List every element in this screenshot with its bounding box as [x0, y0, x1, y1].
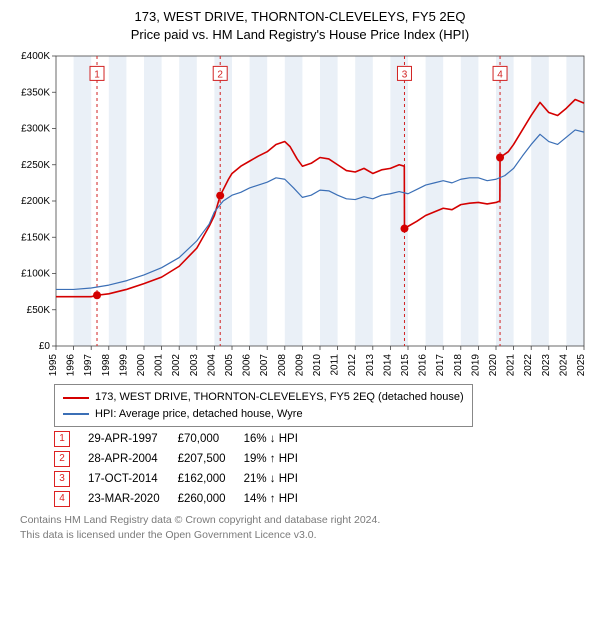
svg-text:2: 2: [217, 70, 223, 81]
event-date: 29-APR-1997: [88, 429, 178, 449]
footer-attribution: Contains HM Land Registry data © Crown c…: [20, 513, 590, 541]
svg-text:2009: 2009: [294, 354, 305, 377]
legend-label: 173, WEST DRIVE, THORNTON-CLEVELEYS, FY5…: [95, 389, 464, 406]
svg-text:2010: 2010: [312, 354, 323, 377]
event-marker: 2: [54, 451, 70, 467]
event-price: £207,500: [178, 449, 244, 469]
svg-text:2016: 2016: [418, 354, 429, 377]
chart-svg: £0 £50K £100K £150K £200K £250K £300K £350K £400…: [10, 50, 590, 380]
footer-line-2: This data is licensed under the Open Gov…: [20, 528, 590, 542]
page-title: 173, WEST DRIVE, THORNTON-CLEVELEYS, FY5…: [10, 8, 590, 26]
svg-text:1: 1: [94, 70, 100, 81]
svg-text:2020: 2020: [488, 354, 499, 377]
svg-text:2012: 2012: [347, 354, 358, 377]
event-marker-cell: 3: [54, 469, 88, 489]
event-delta: 14% ↑ HPI: [244, 489, 316, 509]
svg-text:£250K: £250K: [21, 160, 50, 171]
legend-item: 173, WEST DRIVE, THORNTON-CLEVELEYS, FY5…: [63, 389, 464, 406]
svg-text:2015: 2015: [400, 354, 411, 377]
event-date: 23-MAR-2020: [88, 489, 178, 509]
legend-item: HPI: Average price, detached house, Wyre: [63, 406, 464, 423]
svg-text:2013: 2013: [365, 354, 376, 377]
svg-text:4: 4: [497, 70, 503, 81]
svg-text:2022: 2022: [523, 354, 534, 377]
svg-text:1996: 1996: [66, 354, 77, 377]
svg-text:2008: 2008: [277, 354, 288, 377]
legend-swatch: [63, 397, 89, 399]
svg-text:2014: 2014: [382, 354, 393, 377]
event-marker-cell: 4: [54, 489, 88, 509]
svg-text:2007: 2007: [259, 354, 270, 377]
event-marker: 4: [54, 491, 70, 507]
svg-text:2024: 2024: [558, 354, 569, 377]
event-price: £162,000: [178, 469, 244, 489]
svg-text:£0: £0: [39, 341, 51, 352]
svg-text:2003: 2003: [189, 354, 200, 377]
event-delta: 16% ↓ HPI: [244, 429, 316, 449]
svg-text:2000: 2000: [136, 354, 147, 377]
legend: 173, WEST DRIVE, THORNTON-CLEVELEYS, FY5…: [54, 384, 473, 427]
event-row: 3 17-OCT-2014£162,00021% ↓ HPI: [54, 469, 316, 489]
svg-text:£400K: £400K: [21, 51, 50, 62]
svg-text:1997: 1997: [83, 354, 94, 377]
svg-text:2004: 2004: [206, 354, 217, 377]
svg-text:£350K: £350K: [21, 88, 50, 99]
svg-text:2019: 2019: [470, 354, 481, 377]
event-price: £70,000: [178, 429, 244, 449]
event-row: 1 29-APR-1997£70,00016% ↓ HPI: [54, 429, 316, 449]
svg-text:2006: 2006: [242, 354, 253, 377]
svg-text:1995: 1995: [48, 354, 59, 377]
svg-text:£300K: £300K: [21, 124, 50, 135]
footer-line-1: Contains HM Land Registry data © Crown c…: [20, 513, 590, 527]
legend-swatch: [63, 413, 89, 415]
svg-text:2023: 2023: [541, 354, 552, 377]
svg-text:1999: 1999: [118, 354, 129, 377]
events-table: 1 29-APR-1997£70,00016% ↓ HPI 2 28-APR-2004…: [54, 429, 590, 509]
svg-text:2002: 2002: [171, 354, 182, 377]
svg-text:3: 3: [402, 70, 408, 81]
event-marker: 3: [54, 471, 70, 487]
event-marker-cell: 2: [54, 449, 88, 469]
price-chart: £0 £50K £100K £150K £200K £250K £300K £350K £400…: [10, 50, 590, 380]
event-marker: 1: [54, 431, 70, 447]
event-date: 17-OCT-2014: [88, 469, 178, 489]
svg-text:2001: 2001: [154, 354, 165, 377]
event-row: 4 23-MAR-2020£260,00014% ↑ HPI: [54, 489, 316, 509]
svg-text:£50K: £50K: [27, 305, 51, 316]
svg-text:2025: 2025: [576, 354, 587, 377]
page-subtitle: Price paid vs. HM Land Registry's House …: [10, 26, 590, 44]
svg-text:2018: 2018: [453, 354, 464, 377]
svg-text:2005: 2005: [224, 354, 235, 377]
svg-text:2021: 2021: [506, 354, 517, 377]
svg-text:£150K: £150K: [21, 233, 50, 244]
svg-text:2011: 2011: [330, 354, 341, 376]
svg-text:£100K: £100K: [21, 269, 50, 280]
event-price: £260,000: [178, 489, 244, 509]
event-marker-cell: 1: [54, 429, 88, 449]
event-date: 28-APR-2004: [88, 449, 178, 469]
event-delta: 19% ↑ HPI: [244, 449, 316, 469]
event-delta: 21% ↓ HPI: [244, 469, 316, 489]
svg-text:2017: 2017: [435, 354, 446, 377]
svg-text:1998: 1998: [101, 354, 112, 377]
legend-label: HPI: Average price, detached house, Wyre: [95, 406, 303, 423]
svg-text:£200K: £200K: [21, 196, 50, 207]
event-row: 2 28-APR-2004£207,50019% ↑ HPI: [54, 449, 316, 469]
